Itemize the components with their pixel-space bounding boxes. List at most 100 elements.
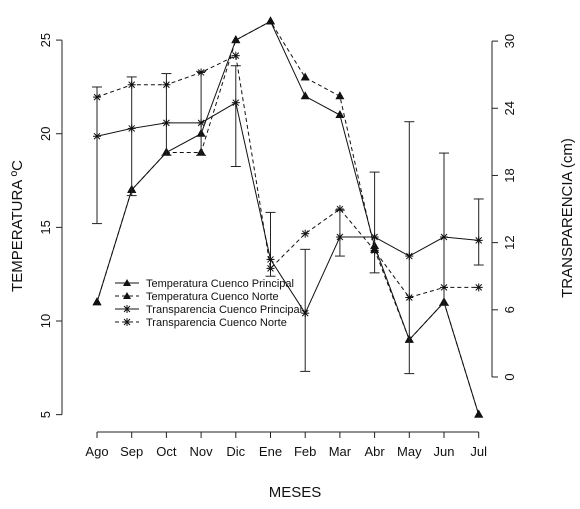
star-stroke: [405, 252, 413, 260]
y-right-tick-label: 18: [502, 168, 517, 182]
data-point: [93, 132, 101, 141]
series-3: [92, 65, 484, 375]
star-stroke: [163, 81, 170, 89]
data-point: [266, 16, 275, 25]
star-stroke: [405, 294, 413, 301]
x-tick-label: Mar: [329, 444, 352, 459]
legend: Temperatura Cuenco Principal Temperatura…: [115, 278, 302, 329]
x-tick-label: Sep: [120, 444, 143, 459]
data-point: [266, 264, 275, 273]
y-left-tick-label: 5: [38, 411, 53, 418]
series-4: [93, 51, 483, 302]
legend-label: Transparencia Cuenco Principal: [146, 304, 302, 316]
data-point: [93, 93, 101, 102]
star-stroke: [128, 81, 136, 89]
x-tick-label: Dic: [226, 444, 245, 459]
legend-marker-star: [123, 305, 131, 313]
legend-marker-star: [123, 318, 131, 326]
data-point: [127, 124, 136, 133]
data-point: [440, 283, 448, 292]
series-line: [96, 20, 480, 415]
data-point: [370, 233, 379, 242]
star-stroke: [440, 284, 448, 291]
x-tick-label: Ago: [85, 444, 108, 459]
data-point: [335, 205, 344, 214]
series-line: [96, 54, 479, 299]
star-stroke: [336, 233, 344, 241]
x-tick-label: Jun: [434, 444, 455, 459]
series-layer: [92, 16, 484, 418]
star-stroke: [301, 230, 309, 238]
y-right-tick-label: 30: [502, 34, 517, 48]
y-right-tick-label: 12: [502, 235, 517, 249]
plot-frame: [61, 40, 493, 433]
y-left-tick-label: 25: [38, 33, 53, 47]
star-stroke: [371, 233, 378, 241]
data-point: [335, 110, 345, 118]
star-stroke: [163, 119, 170, 127]
data-point: [231, 35, 241, 44]
x-axis-title: MESES: [269, 484, 322, 501]
series-line: [96, 20, 480, 415]
x-tick-label: Feb: [294, 444, 316, 459]
series-line: [96, 101, 479, 315]
data-point: [300, 91, 310, 100]
star-stroke: [232, 99, 240, 107]
legend-label: Temperatura Cuenco Norte: [146, 291, 279, 303]
data-point: [301, 309, 310, 318]
star-stroke: [93, 132, 101, 140]
data-point: [405, 293, 414, 302]
data-point: [197, 68, 206, 77]
data-point: [92, 297, 102, 306]
y-left-tick-label: 20: [38, 126, 53, 140]
series-1: [92, 16, 484, 418]
data-point: [197, 118, 206, 127]
star-stroke: [475, 237, 483, 244]
star-stroke: [267, 256, 274, 263]
star-stroke: [336, 205, 344, 213]
series-2: [92, 16, 484, 418]
legend-entry: Transparencia Cuenco Principal: [115, 304, 302, 316]
legend-marker-triangle: [123, 292, 131, 299]
star-stroke: [301, 309, 309, 317]
x-tick-label: Jul: [470, 444, 487, 459]
data-point: [127, 80, 136, 89]
y-left-tick-label: 10: [38, 314, 53, 328]
legend-label: Transparencia Cuenco Norte: [146, 317, 287, 329]
legend-entry: Transparencia Cuenco Norte: [115, 317, 287, 329]
y-right-axis-title: TRANSPARENCIA (cm): [559, 138, 576, 298]
star-stroke: [371, 247, 378, 254]
data-point: [162, 118, 171, 127]
x-tick-label: Oct: [156, 444, 177, 459]
legend-label: Temperatura Cuenco Principal: [146, 278, 294, 290]
legend-entry: Temperatura Cuenco Principal: [115, 278, 294, 290]
data-point: [335, 233, 344, 242]
data-point: [301, 229, 310, 238]
x-tick-label: May: [397, 444, 422, 459]
ticks: Ago Sep Oct Nov Dic Ene Feb Mar Abr May Jun Jul 5 10 1…: [38, 33, 517, 459]
legend-marker-triangle: [123, 279, 131, 286]
star-stroke: [93, 93, 101, 101]
y-right-tick-label: 0: [502, 373, 517, 380]
x-tick-label: Abr: [364, 444, 385, 459]
y-left-axis-title: TEMPERATURA ºC: [9, 160, 26, 292]
y-right-tick-label: 6: [502, 306, 517, 313]
star-stroke: [440, 233, 448, 241]
star-stroke: [128, 125, 136, 132]
y-left-tick-label: 15: [38, 220, 53, 234]
data-point: [266, 255, 275, 264]
legend-entry: Temperatura Cuenco Norte: [115, 291, 279, 303]
data-point: [162, 80, 171, 89]
star-stroke: [232, 52, 240, 60]
star-stroke: [475, 284, 483, 291]
y-right-tick-label: 24: [502, 101, 517, 115]
data-point: [405, 252, 414, 261]
data-point: [370, 246, 379, 255]
star-stroke: [197, 119, 205, 127]
data-point: [474, 236, 483, 245]
data-point: [231, 51, 240, 60]
data-point: [474, 409, 484, 418]
star-stroke: [197, 69, 205, 76]
data-point: [300, 72, 310, 81]
data-point: [335, 91, 345, 100]
